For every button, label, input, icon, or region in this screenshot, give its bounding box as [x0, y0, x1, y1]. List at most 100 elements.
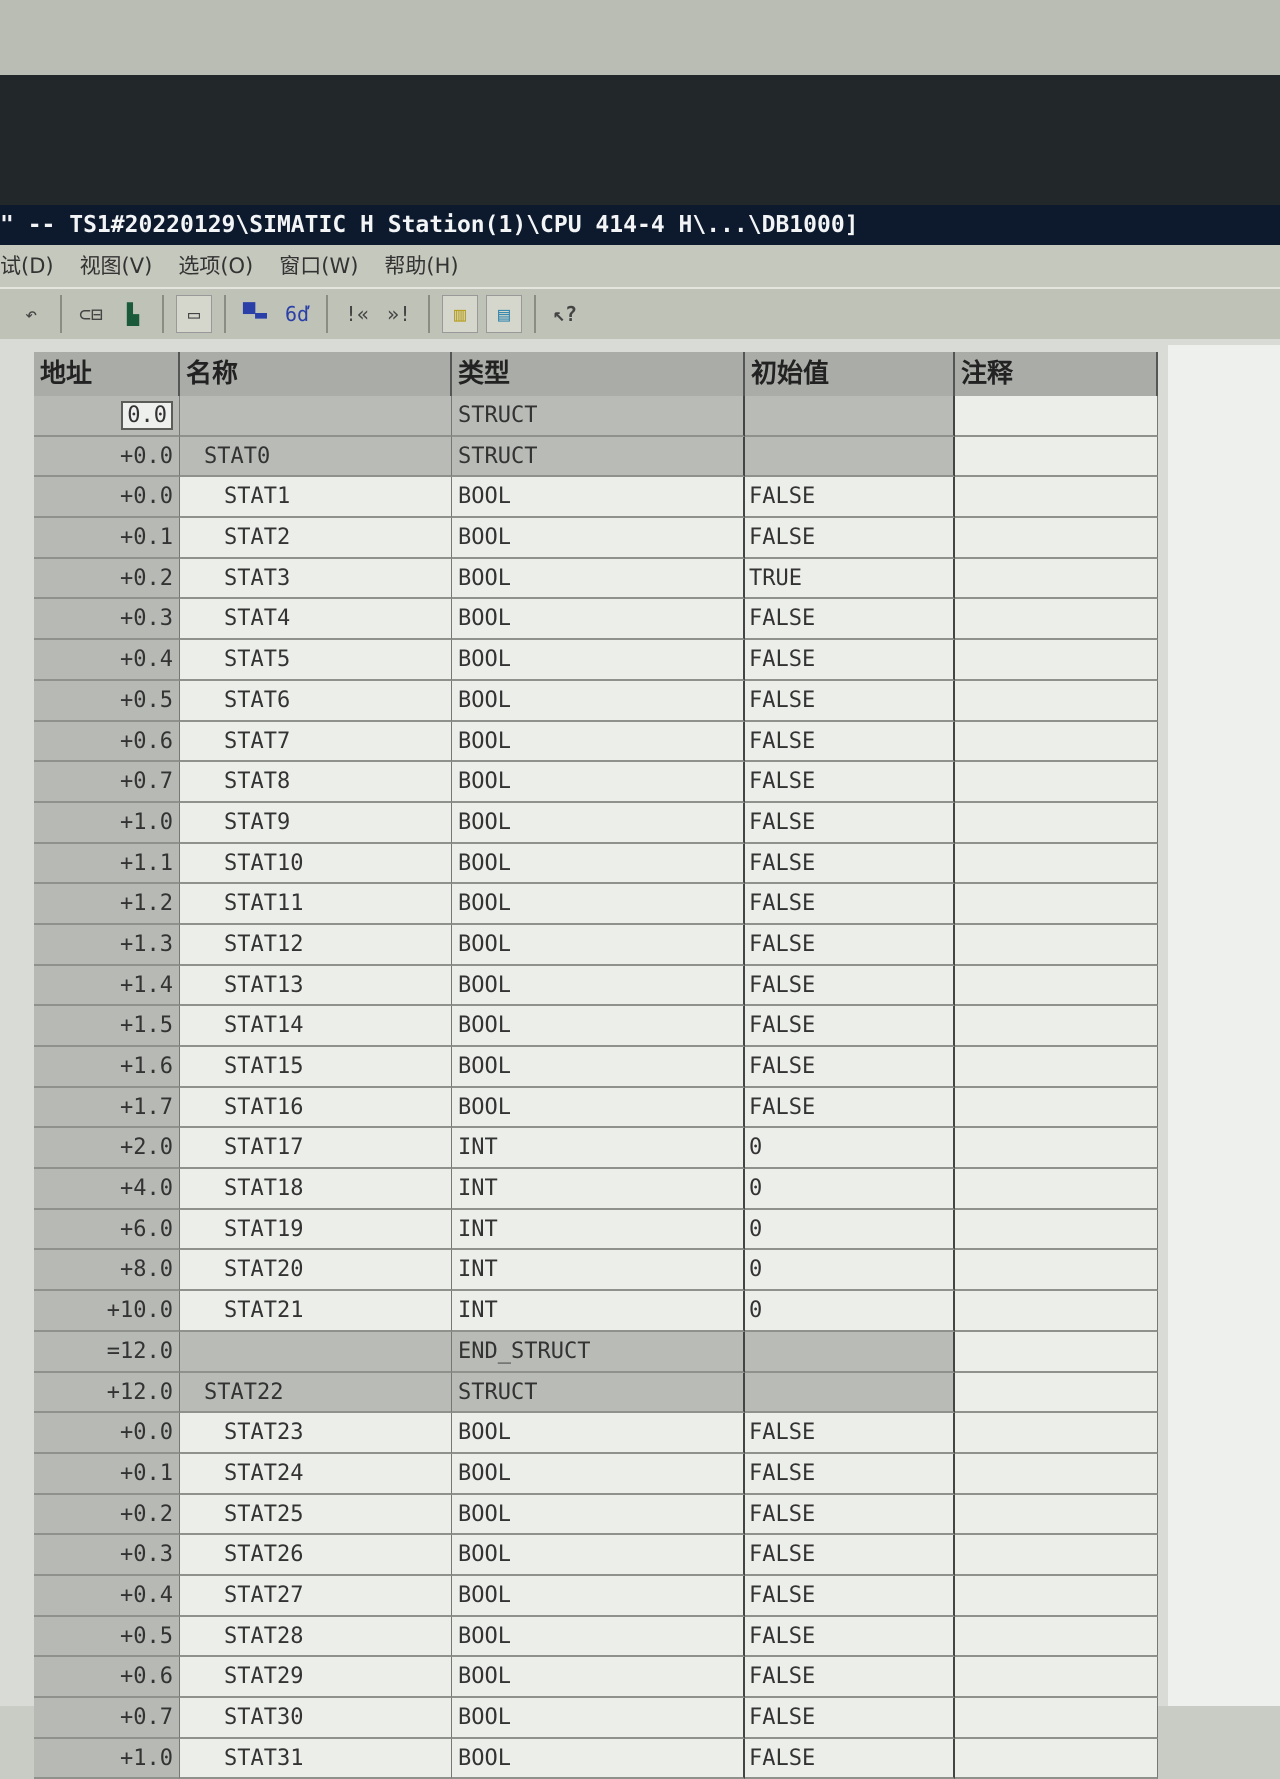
cell-name[interactable]: STAT22: [180, 1372, 452, 1414]
header-comment[interactable]: 注释: [955, 352, 1158, 396]
cell-address[interactable]: +6.0: [34, 1209, 180, 1251]
cell-initial-value[interactable]: FALSE: [745, 924, 955, 966]
cell-comment[interactable]: [955, 1738, 1158, 1779]
cell-address[interactable]: +0.6: [34, 1657, 180, 1698]
cell-initial-value[interactable]: FALSE: [745, 599, 955, 641]
cell-address[interactable]: +0.3: [34, 1535, 180, 1576]
cell-address[interactable]: +0.3: [34, 599, 180, 641]
table-row[interactable]: +0.0 STAT23 BOOL FALSE: [34, 1413, 1158, 1454]
menu-debug[interactable]: 试(D): [0, 254, 54, 278]
cell-comment[interactable]: [955, 924, 1158, 966]
cell-comment[interactable]: [955, 965, 1158, 1007]
cell-type[interactable]: BOOL: [452, 640, 745, 681]
cell-comment[interactable]: [955, 680, 1158, 722]
cell-comment[interactable]: [955, 1616, 1158, 1658]
cell-name[interactable]: STAT23: [180, 1413, 452, 1454]
cell-type[interactable]: STRUCT: [452, 1372, 745, 1414]
cell-initial-value[interactable]: 0: [745, 1209, 955, 1251]
table-row[interactable]: +0.4 STAT27 BOOL FALSE: [34, 1575, 1158, 1617]
cell-comment[interactable]: [955, 558, 1158, 600]
cell-type[interactable]: END_STRUCT: [452, 1331, 745, 1373]
table-row[interactable]: 0.0 STRUCT: [34, 396, 1158, 437]
cell-address[interactable]: +8.0: [34, 1250, 180, 1292]
cell-name[interactable]: STAT21: [180, 1291, 452, 1332]
cell-address[interactable]: +0.6: [34, 721, 180, 763]
cell-type[interactable]: BOOL: [452, 1087, 745, 1129]
cell-initial-value[interactable]: [745, 436, 955, 478]
cell-type[interactable]: BOOL: [452, 518, 745, 559]
cell-initial-value[interactable]: [745, 396, 955, 437]
cell-type[interactable]: BOOL: [452, 965, 745, 1007]
cell-initial-value[interactable]: FALSE: [745, 884, 955, 925]
table-row[interactable]: +0.1 STAT24 BOOL FALSE: [34, 1453, 1158, 1495]
menu-window[interactable]: 窗口(W): [279, 254, 359, 278]
cell-name[interactable]: STAT28: [180, 1616, 452, 1658]
undo-icon[interactable]: ↶: [24, 302, 38, 326]
cell-name[interactable]: STAT25: [180, 1494, 452, 1536]
header-type[interactable]: 类型: [452, 352, 745, 396]
cell-address[interactable]: +1.5: [34, 1006, 180, 1047]
cell-address[interactable]: +1.0: [34, 1738, 180, 1779]
cell-comment[interactable]: [955, 1372, 1158, 1414]
table-row[interactable]: +1.1 STAT10 BOOL FALSE: [34, 843, 1158, 885]
cell-initial-value[interactable]: 0: [745, 1128, 955, 1170]
cell-address[interactable]: +4.0: [34, 1169, 180, 1210]
cell-name[interactable]: STAT1: [180, 477, 452, 519]
compare-icon[interactable]: ⊂⊟: [78, 302, 104, 326]
cell-comment[interactable]: [955, 843, 1158, 885]
table-row[interactable]: +0.6 STAT7 BOOL FALSE: [34, 721, 1158, 763]
table-row[interactable]: +0.0 STAT1 BOOL FALSE: [34, 477, 1158, 519]
cell-address[interactable]: +12.0: [34, 1372, 180, 1414]
cell-comment[interactable]: [955, 396, 1158, 437]
cell-type[interactable]: BOOL: [452, 1535, 745, 1576]
cell-initial-value[interactable]: 0: [745, 1169, 955, 1210]
table-row[interactable]: +1.3 STAT12 BOOL FALSE: [34, 924, 1158, 966]
cell-type[interactable]: INT: [452, 1169, 745, 1210]
cell-type[interactable]: BOOL: [452, 1047, 745, 1088]
cell-name[interactable]: STAT16: [180, 1087, 452, 1129]
menu-options[interactable]: 选项(O): [178, 254, 254, 278]
table-row[interactable]: +0.6 STAT29 BOOL FALSE: [34, 1657, 1158, 1698]
menu-view[interactable]: 视图(V): [79, 254, 153, 278]
cell-name[interactable]: STAT30: [180, 1698, 452, 1739]
cell-comment[interactable]: [955, 640, 1158, 681]
cell-type[interactable]: BOOL: [452, 1698, 745, 1739]
cell-type[interactable]: INT: [452, 1291, 745, 1332]
cell-initial-value[interactable]: FALSE: [745, 802, 955, 844]
cell-name[interactable]: STAT3: [180, 558, 452, 600]
cell-address[interactable]: +10.0: [34, 1291, 180, 1332]
cell-initial-value[interactable]: TRUE: [745, 558, 955, 600]
cell-comment[interactable]: [955, 1575, 1158, 1617]
cell-address[interactable]: +0.7: [34, 762, 180, 803]
declaration-view-icon[interactable]: ▥: [442, 295, 478, 333]
table-row[interactable]: +0.3 STAT4 BOOL FALSE: [34, 599, 1158, 641]
table-row[interactable]: +1.4 STAT13 BOOL FALSE: [34, 965, 1158, 1007]
table-row[interactable]: +0.3 STAT26 BOOL FALSE: [34, 1535, 1158, 1576]
cell-initial-value[interactable]: [745, 1372, 955, 1414]
cell-type[interactable]: BOOL: [452, 721, 745, 763]
table-row[interactable]: +4.0 STAT18 INT 0: [34, 1169, 1158, 1210]
table-row[interactable]: +0.0 STAT0 STRUCT: [34, 436, 1158, 478]
cell-type[interactable]: BOOL: [452, 924, 745, 966]
cell-comment[interactable]: [955, 1291, 1158, 1332]
cell-name[interactable]: STAT15: [180, 1047, 452, 1088]
table-row[interactable]: +1.6 STAT15 BOOL FALSE: [34, 1047, 1158, 1088]
cell-name[interactable]: STAT11: [180, 884, 452, 925]
first-icon[interactable]: !«: [344, 302, 370, 326]
cell-name[interactable]: STAT12: [180, 924, 452, 966]
cell-type[interactable]: INT: [452, 1250, 745, 1292]
cell-name[interactable]: STAT14: [180, 1006, 452, 1047]
cell-type[interactable]: BOOL: [452, 843, 745, 885]
table-row[interactable]: =12.0 END_STRUCT: [34, 1331, 1158, 1373]
table-row[interactable]: +6.0 STAT19 INT 0: [34, 1209, 1158, 1251]
cell-type[interactable]: BOOL: [452, 802, 745, 844]
cell-initial-value[interactable]: FALSE: [745, 1494, 955, 1536]
cell-type[interactable]: BOOL: [452, 477, 745, 519]
cell-address[interactable]: +0.5: [34, 680, 180, 722]
table-row[interactable]: +0.7 STAT8 BOOL FALSE: [34, 762, 1158, 803]
table-row[interactable]: +0.5 STAT28 BOOL FALSE: [34, 1616, 1158, 1658]
cell-comment[interactable]: [955, 1535, 1158, 1576]
header-address[interactable]: 地址: [34, 352, 180, 396]
table-row[interactable]: +0.4 STAT5 BOOL FALSE: [34, 640, 1158, 681]
cell-comment[interactable]: [955, 1169, 1158, 1210]
